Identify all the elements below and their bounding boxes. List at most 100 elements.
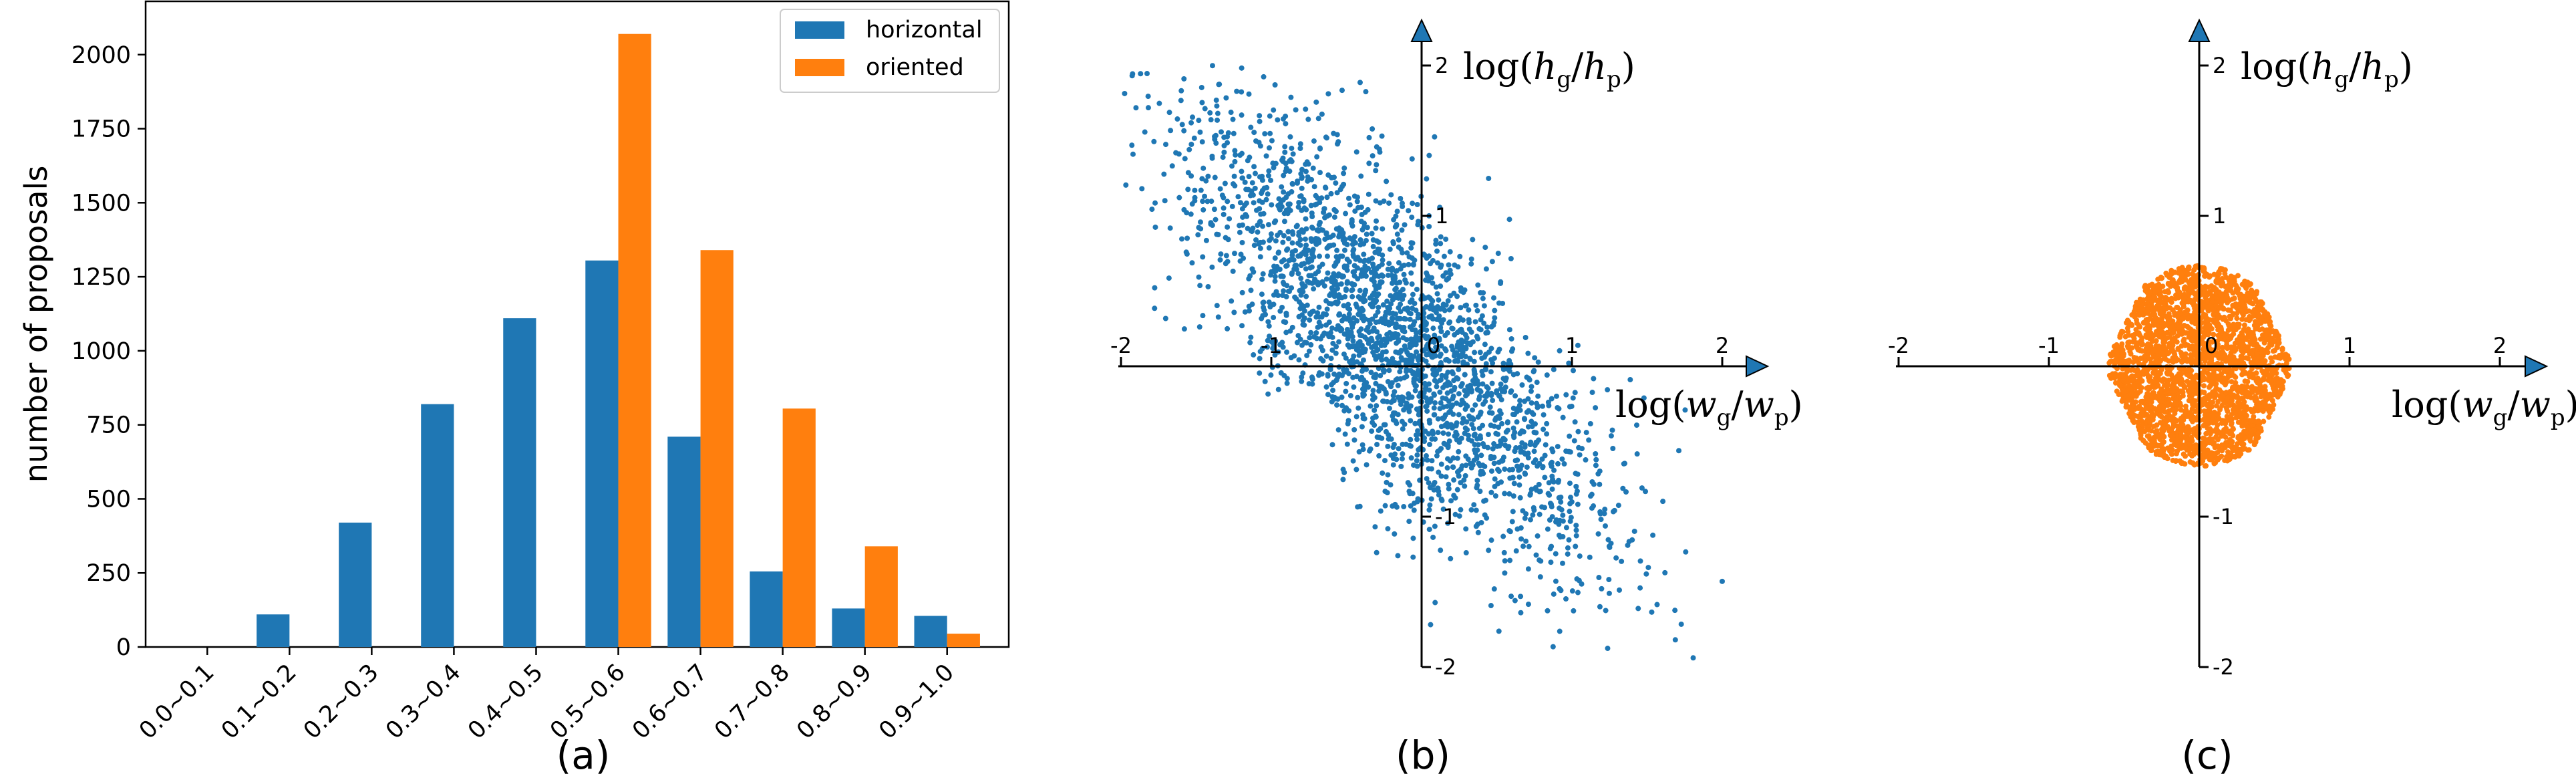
scatter-point bbox=[2142, 326, 2148, 332]
scatter-point bbox=[1385, 379, 1391, 385]
scatter-point bbox=[1557, 348, 1563, 354]
scatter-point bbox=[1535, 393, 1541, 399]
scatter-point bbox=[1496, 469, 1502, 475]
scatter-point bbox=[1383, 309, 1389, 315]
scatter-point bbox=[1343, 388, 1349, 394]
scatter-point bbox=[1327, 293, 1333, 299]
scatter-point bbox=[1188, 142, 1194, 148]
scatter-point bbox=[1376, 239, 1382, 245]
scatter-point bbox=[1253, 170, 1259, 176]
scatter-point bbox=[2130, 359, 2136, 365]
scatter-point bbox=[1214, 103, 1220, 109]
scatter-point bbox=[1337, 186, 1343, 192]
scatter-point bbox=[1555, 444, 1561, 450]
x-tick-label: 0.9~1.0 bbox=[874, 659, 959, 745]
scatter-point bbox=[2262, 388, 2268, 394]
scatter-point bbox=[1481, 303, 1487, 309]
scatter-point bbox=[1239, 239, 1245, 245]
scatter-point bbox=[2216, 271, 2222, 277]
scatter-point bbox=[2227, 307, 2233, 313]
scatter-point bbox=[1283, 247, 1289, 253]
scatter-point bbox=[1432, 378, 1438, 384]
scatter-point bbox=[2213, 303, 2219, 309]
scatter-point bbox=[1500, 360, 1506, 366]
scatter-point bbox=[1399, 357, 1405, 363]
scatter-point bbox=[1408, 503, 1414, 509]
scatter-point bbox=[1426, 152, 1432, 158]
y-tick-label: 0 bbox=[116, 634, 131, 661]
scatter-point bbox=[1335, 139, 1341, 145]
scatter-point bbox=[1448, 555, 1454, 561]
scatter-point bbox=[2116, 392, 2122, 398]
scatter-point bbox=[1370, 237, 1376, 243]
scatter-point bbox=[1151, 138, 1157, 144]
scatter-point bbox=[1330, 340, 1336, 346]
bar-horizontal-0.5~0.6 bbox=[585, 260, 619, 647]
scatter-point bbox=[1429, 458, 1435, 464]
scatter-point bbox=[1362, 209, 1368, 215]
scatter-point bbox=[1370, 392, 1376, 398]
scatter-point bbox=[2267, 321, 2273, 328]
scatter-point bbox=[1359, 267, 1365, 273]
scatter-point bbox=[1457, 328, 1463, 334]
scatter-point bbox=[1412, 319, 1418, 325]
scatter-point bbox=[1527, 517, 1533, 523]
scatter-point bbox=[1272, 255, 1278, 261]
scatter-point bbox=[1567, 433, 1573, 439]
scatter-point bbox=[2160, 439, 2166, 445]
scatter-point bbox=[1182, 156, 1188, 162]
scatter-point bbox=[1369, 344, 1375, 350]
scatter-point bbox=[2230, 312, 2236, 318]
scatter-point bbox=[1361, 241, 1367, 247]
scatter-point bbox=[1484, 515, 1490, 521]
scatter-point bbox=[1341, 303, 1347, 309]
scatter-point bbox=[1257, 245, 1263, 251]
scatter-point bbox=[1498, 479, 1504, 485]
scatter-point bbox=[2209, 325, 2215, 332]
scatter-point bbox=[1280, 279, 1286, 285]
scatter-point bbox=[1518, 610, 1524, 616]
scatter-point bbox=[1189, 260, 1195, 266]
scatter-point bbox=[1223, 261, 1229, 267]
scatter-point bbox=[1333, 377, 1339, 383]
scatter-point bbox=[1341, 237, 1347, 243]
scatter-point bbox=[1411, 378, 1417, 384]
scatter-point bbox=[1446, 481, 1452, 487]
scatter-point bbox=[1378, 343, 1384, 349]
scatter-point bbox=[1527, 491, 1533, 497]
scatter-point bbox=[1372, 353, 1378, 359]
scatter-point bbox=[1475, 529, 1481, 535]
scatter-point bbox=[1301, 199, 1307, 205]
bar-oriented-0.9~1.0 bbox=[947, 634, 980, 647]
scatter-point bbox=[1239, 150, 1245, 156]
scatter-point bbox=[1351, 353, 1357, 359]
scatter-point bbox=[1345, 195, 1351, 201]
scatter-point bbox=[1303, 226, 1309, 232]
scatter-point bbox=[2150, 334, 2156, 340]
scatter-point bbox=[1416, 408, 1422, 414]
scatter-point bbox=[2200, 445, 2206, 451]
scatter-point bbox=[1357, 332, 1363, 338]
y-tick-label: 2 bbox=[1435, 53, 1448, 78]
scatter-point bbox=[1276, 249, 1282, 255]
scatter-point bbox=[1502, 384, 1508, 390]
scatter-point bbox=[1442, 422, 1448, 428]
scatter-point bbox=[1319, 195, 1325, 201]
scatter-point bbox=[1351, 426, 1357, 432]
scatter-point bbox=[1230, 116, 1236, 122]
scatter-point bbox=[1179, 122, 1185, 128]
scatter-point bbox=[1369, 303, 1375, 309]
y-tick-label: -1 bbox=[1435, 504, 1456, 529]
scatter-point bbox=[1484, 324, 1490, 330]
scatter-point bbox=[1507, 475, 1513, 481]
scatter-point bbox=[1407, 482, 1413, 488]
scatter-point bbox=[1281, 233, 1287, 239]
scatter-point bbox=[2283, 360, 2289, 366]
scatter-point bbox=[1344, 256, 1350, 262]
scatter-point bbox=[1149, 207, 1155, 213]
scatter-point bbox=[1422, 277, 1428, 283]
scatter-point bbox=[1408, 245, 1414, 251]
scatter-point bbox=[1290, 151, 1296, 157]
scatter-point bbox=[1280, 155, 1286, 161]
